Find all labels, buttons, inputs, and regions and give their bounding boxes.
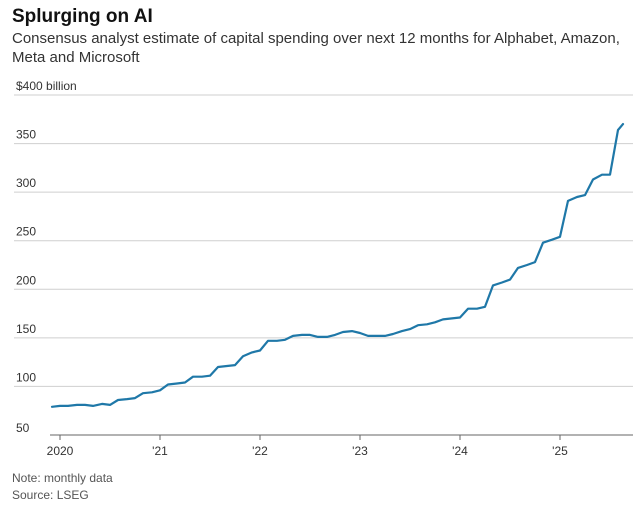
series-line bbox=[50, 122, 625, 408]
y-axis-labels: $400 billion 350 300 250 200 150 100 50 bbox=[16, 79, 77, 435]
x-tick-label: '23 bbox=[352, 444, 368, 458]
x-tick-label: '24 bbox=[452, 444, 468, 458]
y-tick-label: 200 bbox=[16, 273, 36, 287]
series-group bbox=[50, 122, 625, 408]
y-tick-label: 250 bbox=[16, 225, 36, 239]
chart-subtitle: Consensus analyst estimate of capital sp… bbox=[12, 30, 620, 66]
y-tick-label: 300 bbox=[16, 176, 36, 190]
y-tick-label: 100 bbox=[16, 370, 36, 384]
y-tick-label: 50 bbox=[16, 421, 30, 435]
chart-note: Note: monthly data bbox=[12, 471, 113, 485]
x-tick-label: '21 bbox=[152, 444, 168, 458]
x-tick-label: 2020 bbox=[47, 444, 74, 458]
chart-source: Source: LSEG bbox=[12, 488, 89, 502]
chart-title: Splurging on AI bbox=[12, 6, 153, 27]
y-tick-label: 350 bbox=[16, 128, 36, 142]
x-axis: 2020 '21 '22 '23 '24 '25 bbox=[47, 435, 568, 458]
y-tick-label: $400 billion bbox=[16, 79, 77, 93]
x-tick-label: '22 bbox=[252, 444, 268, 458]
y-tick-label: 150 bbox=[16, 322, 36, 336]
x-tick-label: '25 bbox=[552, 444, 568, 458]
line-chart: $400 billion 350 300 250 200 150 100 50 2020 '21… bbox=[14, 79, 633, 458]
gridlines bbox=[14, 94, 633, 436]
